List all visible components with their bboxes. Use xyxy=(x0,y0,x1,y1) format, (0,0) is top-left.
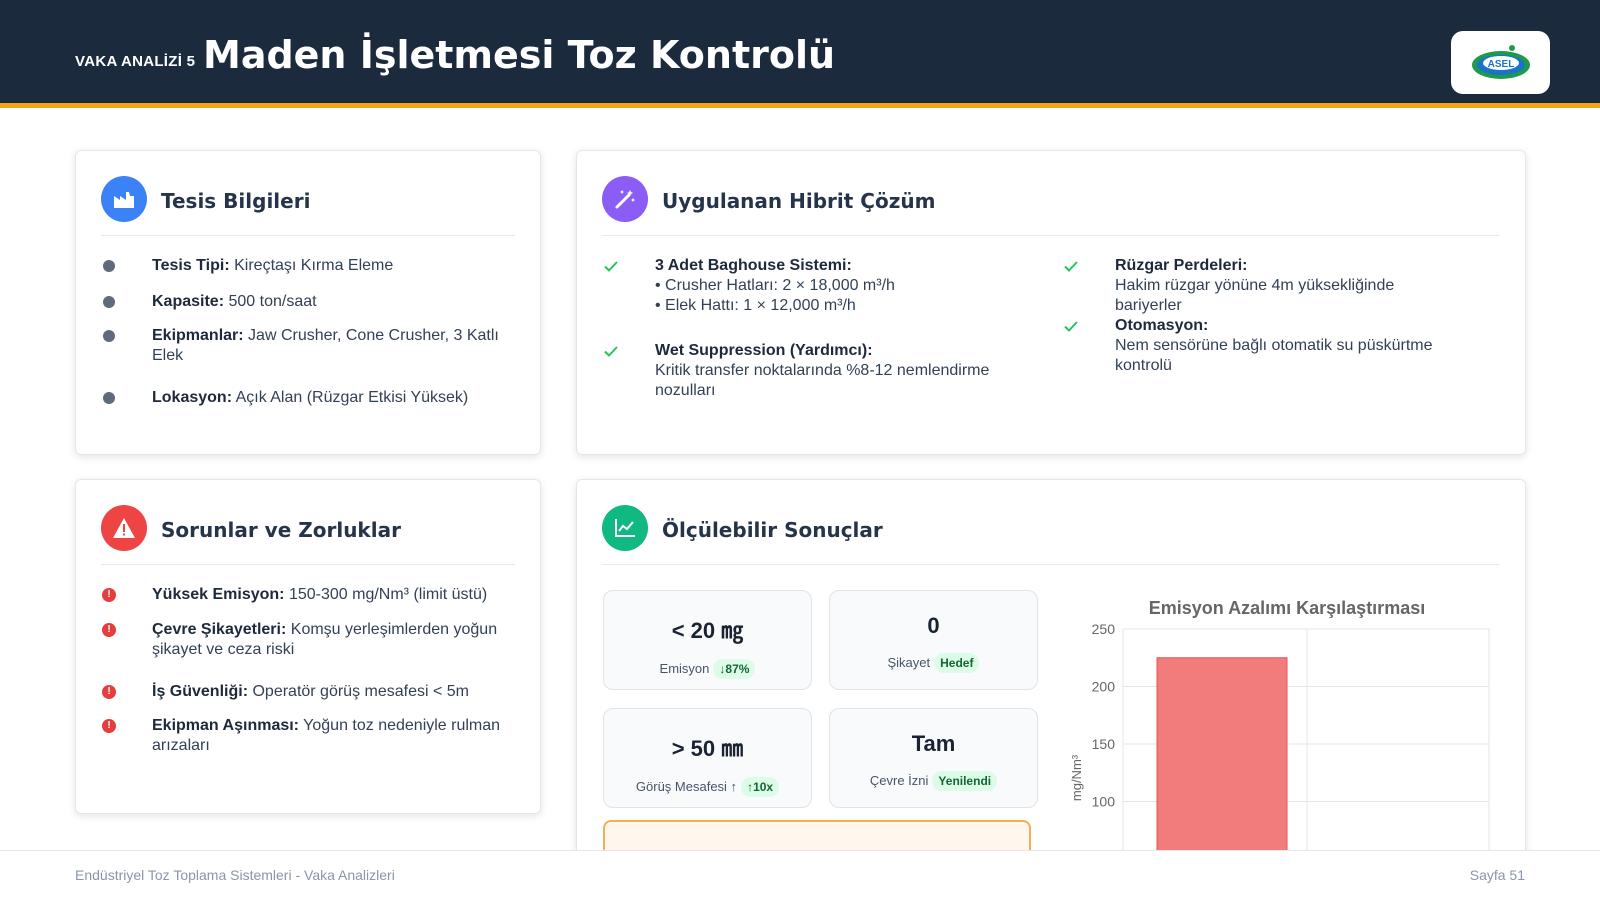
status-badge: ↓87% xyxy=(713,659,756,679)
footer-title: Endüstriyel Toz Toplama Sistemleri - Vak… xyxy=(75,867,395,883)
page-title: Maden İşletmesi Toz Kontrolü xyxy=(203,33,836,77)
solution-card-header: Uygulanan Hibrit Çözüm xyxy=(602,176,1500,236)
facility-item: Lokasyon: Açık Alan (Rüzgar Etkisi Yükse… xyxy=(101,388,515,408)
bullet-dot-icon xyxy=(103,392,115,404)
solution-item: Otomasyon: Nem sensörüne bağlı otomatik s… xyxy=(1063,316,1463,376)
status-badge: Yenilendi xyxy=(932,771,998,791)
check-icon xyxy=(1064,321,1078,332)
case-kicker: VAKA ANALİZİ 5 xyxy=(75,53,196,70)
facility-card: Tesis Bilgileri Tesis Tipi: Kireçtaşı Kı… xyxy=(75,150,541,455)
results-card-title: Ölçülebilir Sonuçlar xyxy=(662,518,883,542)
logo-text: ASEL xyxy=(1487,59,1514,70)
exclamation-icon: ! xyxy=(102,685,116,699)
metric-visibility: > 50 ㎜ Görüş Mesafesi ↑ ↑10x xyxy=(603,708,812,808)
check-icon xyxy=(1064,261,1078,272)
problems-card: Sorunlar ve Zorluklar ! Yüksek Emisyon: … xyxy=(75,479,541,814)
warning-icon xyxy=(101,505,147,551)
chart-ylabel: mg/Nm³ xyxy=(1069,754,1084,801)
chart-bar xyxy=(1156,657,1288,880)
factory-icon xyxy=(101,176,147,222)
status-badge: Hedef xyxy=(934,653,980,673)
problems-card-header: Sorunlar ve Zorluklar xyxy=(101,505,515,565)
status-badge: ↑10x xyxy=(741,777,780,797)
company-logo: ASEL xyxy=(1451,31,1550,94)
problem-item: ! İş Güvenliği: Operatör görüş mesafesi … xyxy=(101,682,515,702)
magic-wand-icon xyxy=(602,176,648,222)
facility-item: Kapasite: 500 ton/saat xyxy=(101,292,515,312)
trend-chart-icon xyxy=(602,505,648,551)
exclamation-icon: ! xyxy=(102,719,116,733)
page-number: Sayfa 51 xyxy=(1469,867,1525,883)
facility-item: Tesis Tipi: Kireçtaşı Kırma Eleme xyxy=(101,256,515,276)
facility-card-title: Tesis Bilgileri xyxy=(161,189,311,213)
asel-logo-icon: ASEL xyxy=(1471,44,1530,79)
check-icon xyxy=(604,261,618,272)
solution-item: Rüzgar Perdeleri: Hakim rüzgar yönüne 4m … xyxy=(1063,256,1463,316)
metric-permit: Tam Çevre İzni Yenilendi xyxy=(829,708,1038,808)
bullet-dot-icon xyxy=(103,260,115,272)
facility-item: Ekipmanlar: Jaw Crusher, Cone Crusher, 3… xyxy=(101,326,515,366)
metric-emission: < 20 ㎎ Emisyon ↓87% xyxy=(603,590,812,690)
chart-y-tick-label: 200 xyxy=(1092,679,1116,695)
chart-y-tick-label: 100 xyxy=(1092,794,1116,810)
results-card-header: Ölçülebilir Sonuçlar xyxy=(602,505,1500,565)
exclamation-icon: ! xyxy=(102,623,116,637)
problems-card-title: Sorunlar ve Zorluklar xyxy=(161,518,401,542)
chart-y-tick-label: 250 xyxy=(1092,621,1116,637)
chart-y-tick-label: 150 xyxy=(1092,736,1116,752)
facility-card-header: Tesis Bilgileri xyxy=(101,176,515,236)
problem-item: ! Yüksek Emisyon: 150-300 mg/Nm³ (limit … xyxy=(101,585,515,605)
problem-item: ! Ekipman Aşınması: Yoğun toz nedeniyle … xyxy=(101,716,515,756)
solution-item: 3 Adet Baghouse Sistemi: • Crusher Hatlar… xyxy=(603,256,1003,316)
footer-bar: Endüstriyel Toz Toplama Sistemleri - Vak… xyxy=(0,850,1600,900)
chart-title: Emisyon Azalımı Karşılaştırması xyxy=(1149,598,1425,618)
check-icon xyxy=(604,346,618,357)
results-card: Ölçülebilir Sonuçlar < 20 ㎎ Emisyon ↓87% … xyxy=(576,479,1526,899)
header-bar: VAKA ANALİZİ 5 Maden İşletmesi Toz Kontr… xyxy=(0,0,1600,108)
exclamation-icon: ! xyxy=(102,588,116,602)
solution-card-title: Uygulanan Hibrit Çözüm xyxy=(662,189,936,213)
problem-item: ! Çevre Şikayetleri: Komşu yerleşimlerde… xyxy=(101,620,515,660)
bullet-dot-icon xyxy=(103,296,115,308)
solution-card: Uygulanan Hibrit Çözüm 3 Adet Baghouse S… xyxy=(576,150,1526,455)
metric-complaints: 0 Şikayet Hedef xyxy=(829,590,1038,690)
solution-item: Wet Suppression (Yardımcı): Kritik transf… xyxy=(603,341,1003,401)
emission-chart: Emisyon Azalımı Karşılaştırması mg/Nm³ 1… xyxy=(1069,598,1490,880)
bullet-dot-icon xyxy=(103,330,115,342)
